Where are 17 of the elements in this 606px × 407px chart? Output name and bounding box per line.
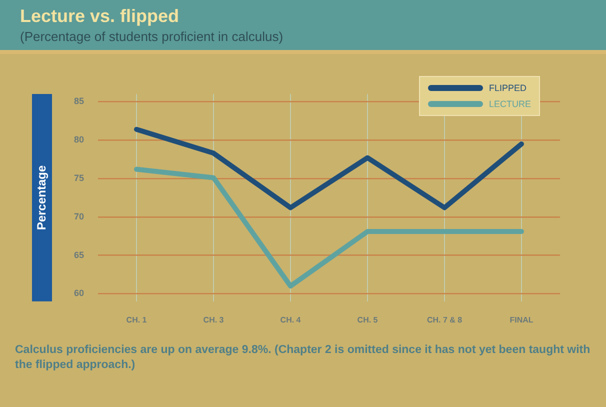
y-tick-label: 80	[74, 134, 84, 145]
text: Calculus proficiencies are up on average 9.8%. (Chapter 2 is omitted since it has not yet been taught with the flipped approach.)	[14, 343, 592, 373]
x-tick-label: CH. 7 & 8	[426, 315, 463, 324]
y-tick-label: 65	[74, 250, 84, 260]
x-tick-label: CH. 1	[126, 315, 148, 324]
y-tick-label: 85	[74, 96, 84, 106]
y-tick-label: 60	[74, 288, 84, 298]
x-tick-label: CH. 5	[357, 315, 378, 324]
chart-title: Lecture vs. flipped	[20, 6, 180, 27]
x-tick-label: CH. 4	[280, 315, 302, 324]
chart-subtitle: (Percentage of students proficient in calculus)	[20, 29, 284, 44]
y-tick-label: 70	[74, 211, 84, 222]
y-tick-label: 75	[74, 172, 84, 183]
y-axis-title: Percentage	[34, 165, 48, 230]
legend-box: FLIPPED LECTURE	[418, 76, 540, 116]
x-tick-label: FINAL	[510, 315, 534, 324]
x-tick-label: CH. 3	[203, 315, 224, 324]
